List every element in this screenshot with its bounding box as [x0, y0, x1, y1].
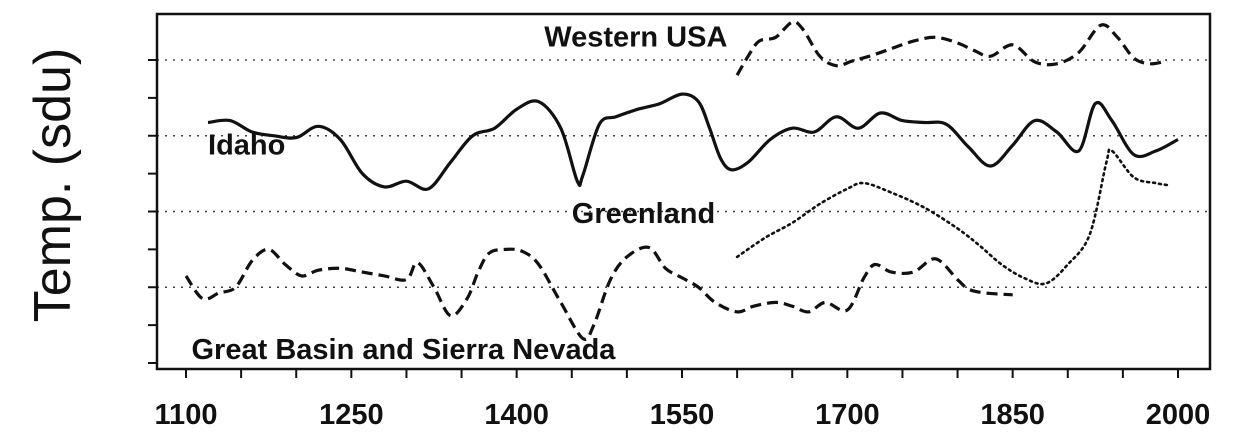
- series-label-great-basin-and-sierra-nevada: Great Basin and Sierra Nevada: [192, 334, 617, 366]
- plot-frame: [155, 12, 1212, 371]
- y-axis-label: Temp. (sdu): [24, 48, 82, 323]
- series-label-greenland: Greenland: [572, 198, 715, 230]
- series-line-great-basin-and-sierra-nevada: [184, 245, 1013, 341]
- x-tick-label-1700: 1700: [815, 399, 880, 431]
- series-line-idaho: [207, 92, 1179, 191]
- x-tick-label-2000: 2000: [1146, 399, 1211, 431]
- series-label-western-usa: Western USA: [544, 22, 727, 54]
- y-ticks: [148, 59, 157, 364]
- series-line-western-usa: [735, 20, 1168, 76]
- series-labels: Western USA Idaho Greenland Great Basin and…: [192, 22, 728, 366]
- x-ticks: 1100 1250 1400 1550 1700 1850 2000: [155, 369, 1211, 431]
- x-tick-label-1250: 1250: [319, 399, 384, 431]
- x-tick-label-1400: 1400: [484, 399, 549, 431]
- x-tick-label-1550: 1550: [650, 399, 715, 431]
- series-line-greenland: [735, 148, 1169, 286]
- series-label-idaho: Idaho: [208, 130, 285, 162]
- x-tick-label-1850: 1850: [980, 399, 1045, 431]
- x-tick-label-1100: 1100: [155, 399, 218, 431]
- series: [184, 20, 1179, 341]
